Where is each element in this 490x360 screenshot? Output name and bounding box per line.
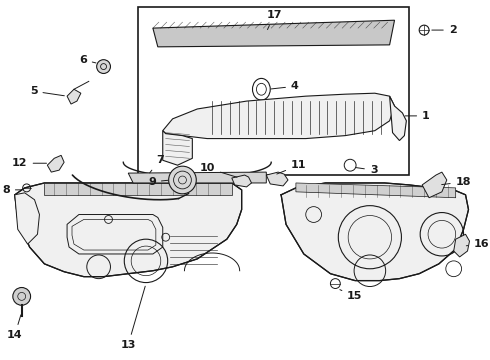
Polygon shape bbox=[163, 93, 394, 139]
Polygon shape bbox=[232, 175, 251, 187]
Bar bbox=[138, 8, 409, 175]
Polygon shape bbox=[15, 183, 242, 277]
Text: 5: 5 bbox=[30, 86, 64, 96]
Text: 16: 16 bbox=[466, 239, 489, 249]
Polygon shape bbox=[390, 96, 406, 140]
Text: 9: 9 bbox=[148, 177, 168, 187]
Text: 2: 2 bbox=[432, 25, 457, 35]
Text: 6: 6 bbox=[79, 55, 96, 65]
Polygon shape bbox=[296, 183, 456, 198]
Text: 1: 1 bbox=[405, 111, 430, 121]
Text: 11: 11 bbox=[277, 160, 306, 174]
Polygon shape bbox=[153, 20, 394, 47]
Polygon shape bbox=[266, 172, 288, 186]
Polygon shape bbox=[281, 183, 468, 280]
Text: 14: 14 bbox=[7, 315, 23, 340]
Polygon shape bbox=[45, 183, 232, 195]
Polygon shape bbox=[67, 89, 81, 104]
Text: 15: 15 bbox=[340, 290, 363, 301]
Text: 18: 18 bbox=[441, 177, 471, 187]
Text: 17: 17 bbox=[267, 10, 282, 30]
Text: 3: 3 bbox=[356, 165, 377, 175]
Polygon shape bbox=[15, 193, 40, 244]
Circle shape bbox=[13, 288, 30, 305]
Polygon shape bbox=[163, 131, 193, 165]
Text: 12: 12 bbox=[12, 158, 47, 168]
Text: 10: 10 bbox=[199, 163, 237, 177]
Polygon shape bbox=[454, 234, 469, 257]
Text: 4: 4 bbox=[271, 81, 299, 91]
Circle shape bbox=[169, 166, 196, 194]
Text: 8: 8 bbox=[2, 185, 22, 195]
Text: 13: 13 bbox=[121, 286, 145, 350]
Circle shape bbox=[97, 60, 110, 73]
Polygon shape bbox=[422, 172, 447, 198]
Polygon shape bbox=[128, 172, 266, 183]
Polygon shape bbox=[48, 156, 64, 172]
Text: 7: 7 bbox=[149, 155, 164, 173]
